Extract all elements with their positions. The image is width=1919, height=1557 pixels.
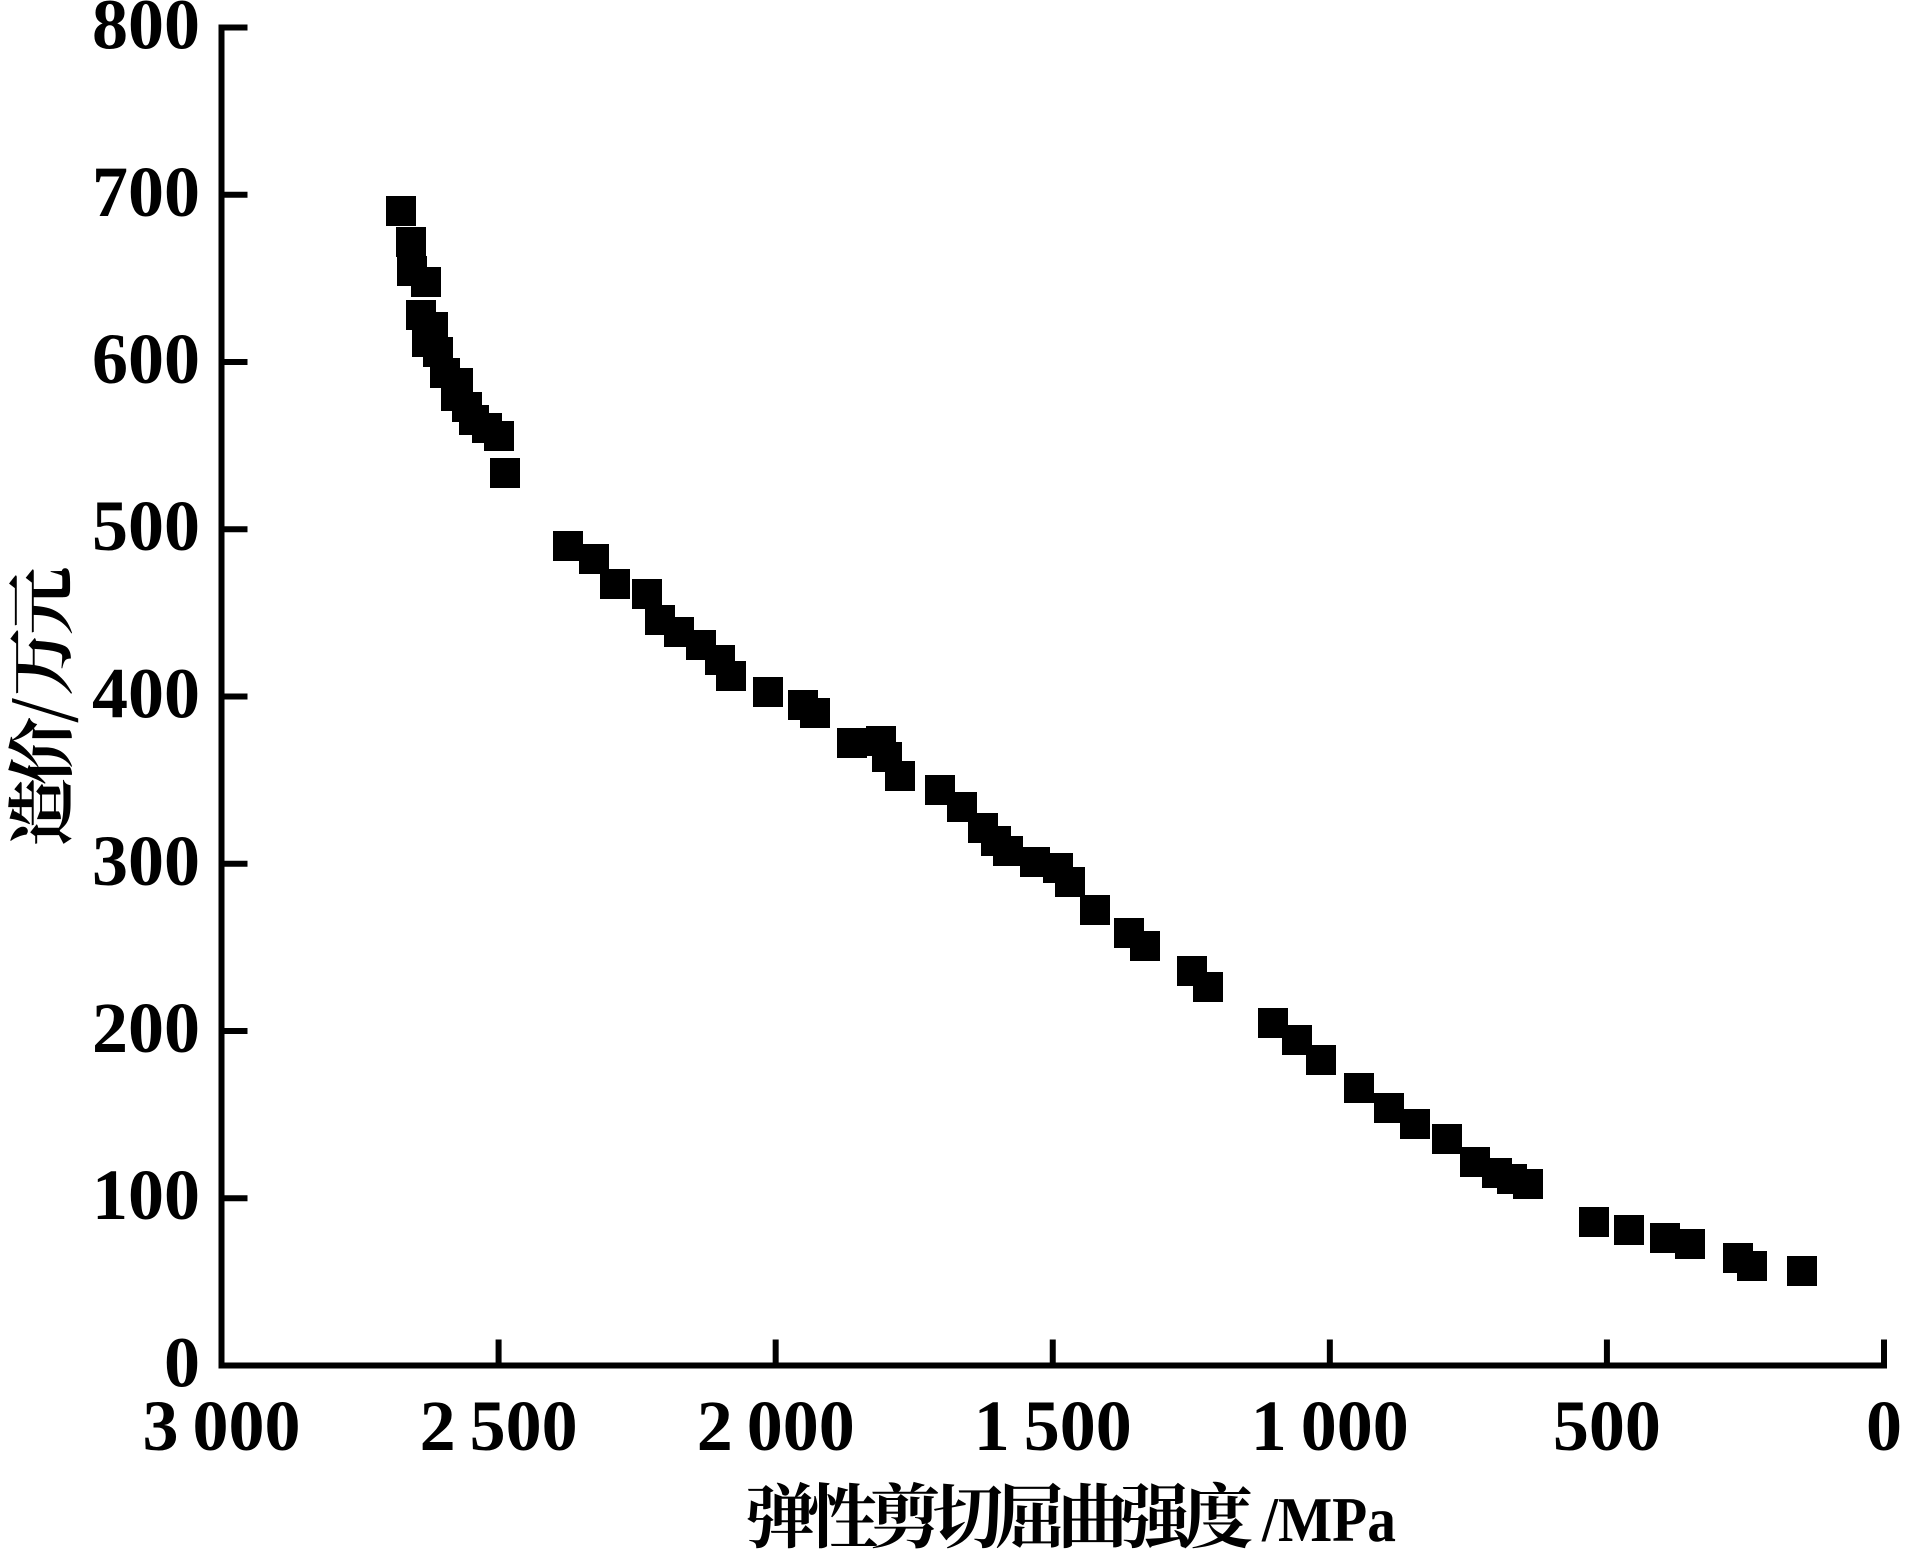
svg-text:200: 200 [92, 988, 200, 1068]
svg-text:0: 0 [164, 1323, 200, 1403]
svg-text:800: 800 [92, 0, 200, 65]
svg-text:400: 400 [92, 654, 200, 734]
svg-text:500: 500 [92, 486, 200, 566]
svg-text:500: 500 [1553, 1386, 1661, 1466]
svg-text:0: 0 [1866, 1386, 1902, 1466]
svg-text:300: 300 [92, 821, 200, 901]
svg-text:100: 100 [92, 1155, 200, 1235]
svg-text:/MPa: /MPa [1261, 1484, 1396, 1555]
svg-text:700: 700 [92, 152, 200, 232]
svg-text:600: 600 [92, 319, 200, 399]
